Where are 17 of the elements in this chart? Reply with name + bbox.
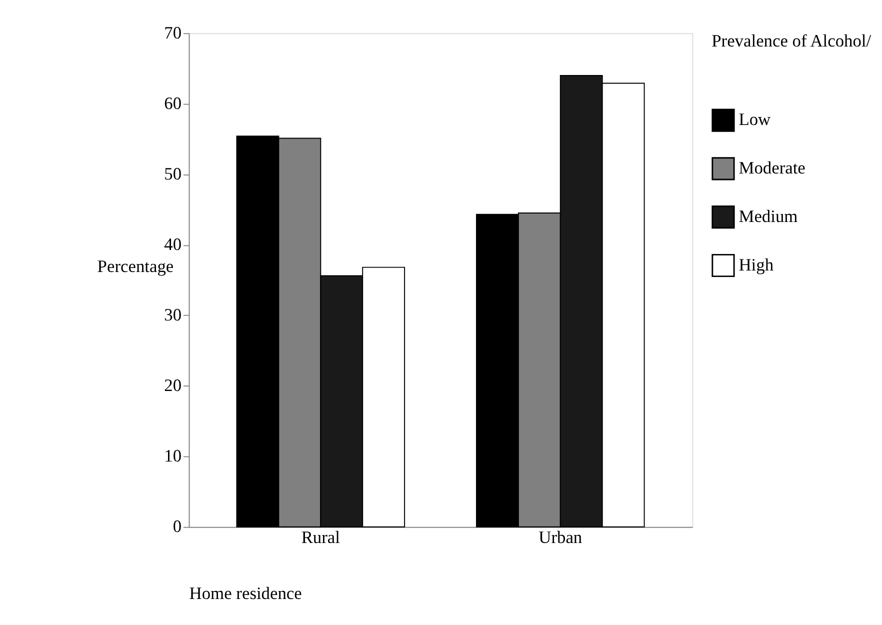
legend-label: Medium <box>738 206 798 226</box>
legend-label: High <box>738 254 774 274</box>
x-tick-label: Rural <box>301 526 340 547</box>
y-tick-label: 40 <box>164 234 182 254</box>
y-tick-label: 50 <box>164 164 182 184</box>
y-axis-title: Percentage <box>97 256 174 276</box>
y-tick-label: 10 <box>164 446 182 466</box>
x-axis-title: Home residence <box>189 583 302 604</box>
x-tick-label: Urban <box>538 526 582 547</box>
legend-title: Prevalence of Alcohol/ <box>712 30 872 51</box>
y-tick-label: 0 <box>172 516 182 536</box>
legend-label: Low <box>738 109 772 130</box>
y-tick-label: 20 <box>164 375 182 396</box>
y-tick-label: 30 <box>164 304 182 325</box>
y-tick-label: 60 <box>164 93 182 113</box>
y-tick-label: 70 <box>164 22 182 42</box>
legend-label: Moderate <box>738 158 806 178</box>
